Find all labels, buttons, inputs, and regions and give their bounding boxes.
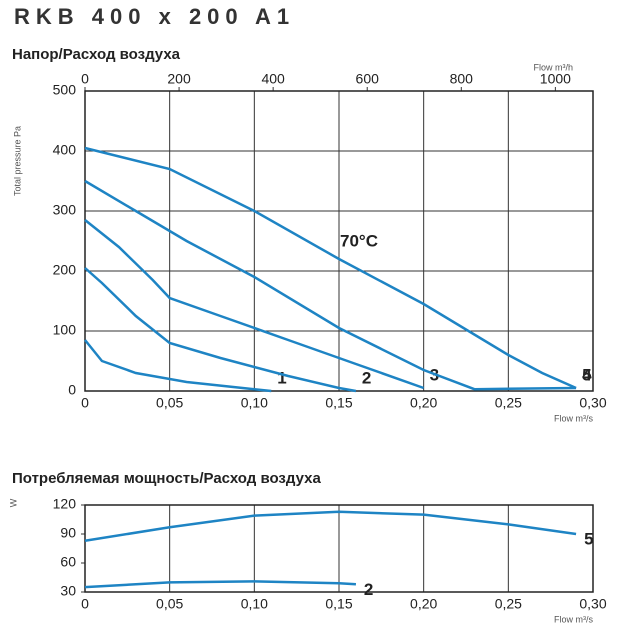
y-tick-label: 0 xyxy=(68,382,76,398)
y-tick-label: 100 xyxy=(53,322,77,338)
x2-tick-label: 0 xyxy=(81,71,89,87)
plot-frame xyxy=(84,90,594,392)
series-line xyxy=(84,179,577,391)
x-tick-label: 0,05 xyxy=(156,395,183,411)
plot-frame xyxy=(84,504,594,593)
series-line xyxy=(84,580,357,589)
x-tick-label: 0 xyxy=(81,395,89,411)
x2-tick-label: 200 xyxy=(167,71,191,87)
y-tick-label: 200 xyxy=(53,262,77,278)
series-line xyxy=(84,219,425,390)
series-line xyxy=(84,267,357,393)
x-tick-label: 0,30 xyxy=(579,596,606,612)
x-tick-label: 0,25 xyxy=(495,596,522,612)
x2-tick-label: 800 xyxy=(450,71,474,87)
x2-tick-label: 1000 xyxy=(540,71,571,87)
x-tick-label: 0,15 xyxy=(325,596,352,612)
x-tick-label: 0,30 xyxy=(579,395,606,411)
annotation: 70°C xyxy=(340,231,378,250)
chart-title: Потребляемая мощность/Расход воздуха xyxy=(12,470,321,487)
x-tick-label: 0 xyxy=(81,596,89,612)
x-tick-label: 0,05 xyxy=(156,596,183,612)
y-tick-label: 60 xyxy=(60,554,76,570)
page-title: RKB 400 x 200 A1 xyxy=(14,4,295,29)
x-tick-label: 0,10 xyxy=(241,596,268,612)
series-label: 4 xyxy=(582,365,592,384)
series-label: 2 xyxy=(362,368,371,387)
y-axis-label: W xyxy=(8,498,18,507)
y-tick-label: 500 xyxy=(53,82,77,98)
y-tick-label: 90 xyxy=(60,525,76,541)
series-label: 2 xyxy=(364,580,373,599)
series-line xyxy=(84,339,272,393)
x-tick-label: 0,10 xyxy=(241,395,268,411)
x-tick-label: 0,20 xyxy=(410,596,437,612)
x2-tick-label: 600 xyxy=(356,71,380,87)
x-tick-label: 0,20 xyxy=(410,395,437,411)
x2-tick-label: 400 xyxy=(261,71,285,87)
x-tick-label: 0,25 xyxy=(495,395,522,411)
series-label: 1 xyxy=(277,368,286,387)
y-tick-label: 30 xyxy=(60,583,76,599)
x-axis-label: Flow m³/s xyxy=(554,413,593,423)
series-label: 5 xyxy=(582,365,591,384)
x2-axis-label: Flow m³/h xyxy=(533,62,573,72)
y-axis-label: Total pressure Pa xyxy=(12,126,22,196)
chart-title: Напор/Расход воздуха xyxy=(12,46,181,63)
x-axis-label: Flow m³/s xyxy=(554,614,593,624)
series-line xyxy=(84,146,577,390)
y-tick-label: 400 xyxy=(53,142,77,158)
y-tick-label: 120 xyxy=(53,496,77,512)
y-tick-label: 300 xyxy=(53,202,77,218)
series-label: 5 xyxy=(584,529,593,548)
series-line xyxy=(84,510,577,543)
x-tick-label: 0,15 xyxy=(325,395,352,411)
